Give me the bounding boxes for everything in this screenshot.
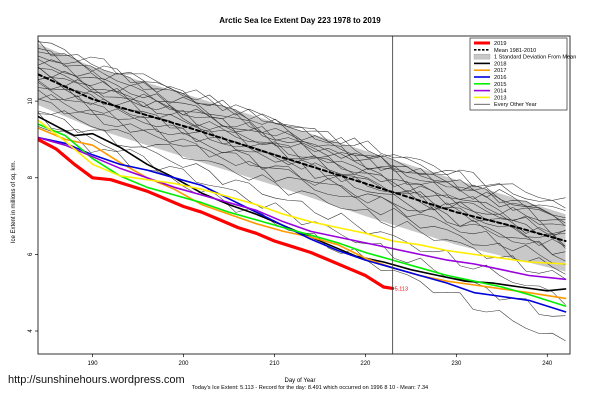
background-year-line: [38, 66, 566, 247]
background-year-line: [38, 41, 566, 227]
legend-item-2015-label: 2015: [494, 82, 506, 88]
series-line-2015: [38, 123, 567, 307]
legend-item-every-other-year-label: Every Other Year: [494, 102, 537, 108]
watermark-url: http://sunshinehours.wordpress.com: [8, 374, 185, 386]
legend-item-2017-label: 2017: [494, 68, 506, 74]
background-year-line: [38, 48, 566, 235]
legend-item-mean-1981-2010-label: Mean 1981-2010: [494, 48, 536, 54]
series-line-2016: [38, 136, 567, 313]
legend-item-2018-label: 2018: [494, 61, 506, 67]
series-line-2014: [38, 136, 567, 281]
background-year-line: [38, 110, 566, 280]
chart-title: Arctic Sea Ice Extent Day 223 1978 to 20…: [219, 16, 381, 25]
background-year-line: [38, 55, 566, 201]
legend-item-2014-label: 2014: [494, 89, 506, 95]
legend-item-1-standard-deviation-from-mean-swatch: [473, 53, 491, 60]
background-year-line: [38, 80, 566, 226]
footer-text: Today's Ice Extent: 5.113 - Record for t…: [192, 385, 428, 391]
background-year-line: [38, 59, 566, 247]
y-tick-label: 6: [28, 252, 34, 256]
current-value-label: 5.113: [395, 286, 408, 292]
series-line-2013: [38, 119, 567, 265]
series-line-2019: [38, 137, 395, 290]
x-tick-label: 190: [88, 361, 99, 367]
std-deviation-band: [38, 43, 566, 272]
y-tick-label: 10: [28, 97, 34, 104]
background-year-line: [38, 58, 566, 219]
x-tick-label: 240: [542, 361, 553, 367]
x-tick-label: 230: [451, 361, 462, 367]
background-year-line: [38, 85, 566, 249]
plot-area: 5.113: [38, 36, 567, 354]
legend-item-2013-label: 2013: [494, 95, 506, 101]
background-year-line: [38, 98, 566, 255]
legend-item-2019-label: 2019: [494, 41, 506, 47]
x-tick-label: 210: [269, 361, 280, 367]
background-year-line: [38, 113, 566, 305]
y-axis-label: Ice Extent in millions of sq. km.: [11, 160, 17, 243]
x-tick-label: 200: [178, 361, 189, 367]
legend-item-1-standard-deviation-from-mean-label: 1 Standard Deviation From Mean: [494, 55, 576, 61]
x-axis-label: Day of Year: [284, 378, 315, 384]
plot-frame: [37, 35, 571, 355]
y-tick-label: 8: [28, 175, 34, 179]
background-year-line: [38, 89, 566, 236]
background-year-line: [38, 94, 566, 275]
axes: 190 200 210 220 230 240 4 6 8 10: [28, 35, 571, 367]
legend-item-2016-label: 2016: [494, 75, 506, 81]
y-tick-label: 4: [28, 329, 34, 333]
background-year-line: [38, 77, 566, 211]
series-line-mean-1981-2010: [38, 73, 567, 242]
x-tick-label: 220: [360, 361, 371, 367]
